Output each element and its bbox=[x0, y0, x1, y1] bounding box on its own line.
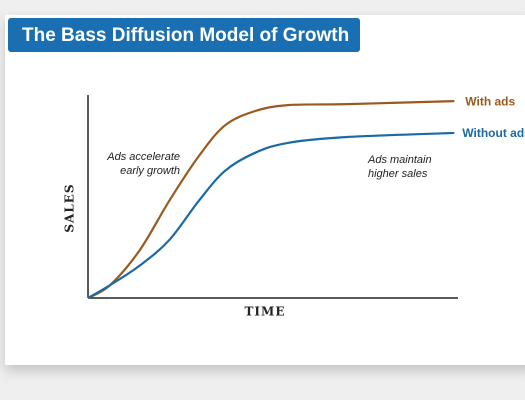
y-axis-label: SALES bbox=[63, 183, 77, 232]
x-axis-label: TIME bbox=[245, 305, 286, 319]
annotation: Ads accelerate bbox=[106, 151, 180, 163]
title-tab bbox=[8, 18, 360, 52]
annotation: early growth bbox=[120, 165, 180, 177]
series-label: With ads bbox=[465, 94, 515, 108]
card bbox=[5, 15, 525, 365]
series-label: Without ads bbox=[462, 126, 525, 140]
annotation: higher sales bbox=[368, 168, 428, 180]
annotation: Ads maintain bbox=[367, 154, 432, 166]
series-line bbox=[87, 131, 455, 299]
series-line bbox=[87, 99, 455, 299]
chart-title: The Bass Diffusion Model of Growth bbox=[22, 25, 349, 46]
